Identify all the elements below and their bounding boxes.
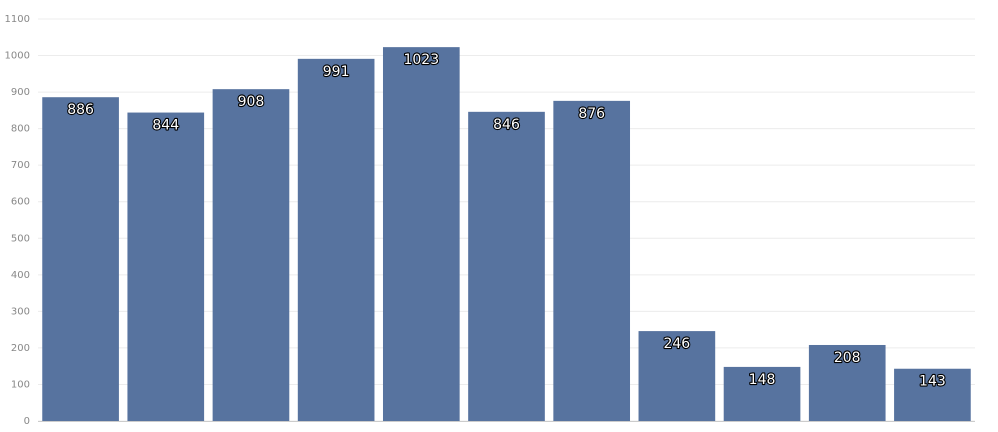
y-tick-label: 0 bbox=[24, 416, 30, 427]
bar bbox=[894, 368, 971, 421]
y-tick-label: 1000 bbox=[5, 51, 30, 62]
bar bbox=[553, 100, 631, 421]
data-label: 1023 bbox=[403, 52, 439, 68]
y-tick-label: 700 bbox=[11, 160, 30, 171]
data-label: 148 bbox=[749, 372, 776, 388]
bar bbox=[638, 331, 716, 421]
y-tick-label: 200 bbox=[11, 343, 30, 354]
bar bbox=[723, 366, 801, 421]
bar bbox=[468, 111, 545, 422]
bar bbox=[127, 112, 205, 421]
bar bbox=[297, 58, 375, 422]
y-tick-label: 100 bbox=[11, 379, 30, 390]
data-label: 208 bbox=[834, 350, 861, 366]
bar bbox=[42, 97, 119, 421]
bar bbox=[212, 89, 290, 422]
data-label: 908 bbox=[238, 94, 265, 110]
y-tick-label: 1100 bbox=[5, 14, 30, 25]
y-tick-label: 500 bbox=[11, 233, 30, 244]
y-tick-label: 300 bbox=[11, 306, 30, 317]
data-label: 991 bbox=[323, 64, 350, 80]
y-tick-label: 800 bbox=[11, 124, 30, 135]
bar bbox=[382, 47, 460, 421]
data-label: 844 bbox=[152, 118, 179, 134]
bar bbox=[808, 344, 886, 421]
data-label: 886 bbox=[67, 102, 94, 118]
data-label: 876 bbox=[578, 106, 605, 122]
data-label: 143 bbox=[919, 374, 946, 390]
y-tick-label: 600 bbox=[11, 197, 30, 208]
y-tick-label: 400 bbox=[11, 270, 30, 281]
data-label: 246 bbox=[663, 336, 690, 352]
y-tick-label: 900 bbox=[11, 87, 30, 98]
data-label: 846 bbox=[493, 117, 520, 133]
